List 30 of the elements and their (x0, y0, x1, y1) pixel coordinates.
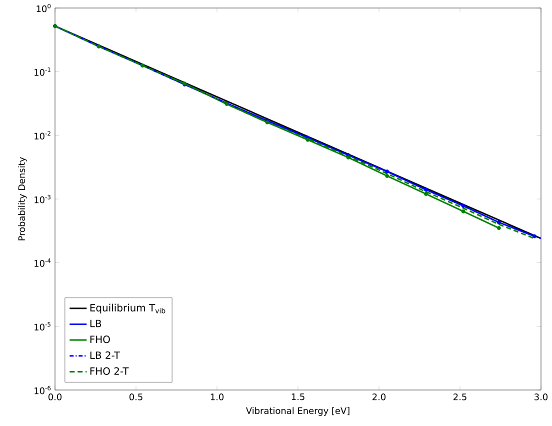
legend-label: FHO 2-T (90, 367, 129, 375)
legend-label: LB 2-T (90, 351, 120, 359)
x-tick-label: 2.0 (372, 394, 386, 400)
y-tick-label: 10$^{-6}$ (34, 386, 51, 394)
point (496, 220, 501, 224)
point (461, 204, 466, 208)
y-tick-label: 10$^{-1}$ (34, 68, 50, 76)
point (424, 192, 428, 196)
y-tick-label: 10$^{-5}$ (34, 322, 50, 330)
y-axis-title: Probability Density (18, 157, 27, 240)
y-tick-label: 10$^{-4}$ (34, 258, 51, 267)
point (461, 209, 466, 214)
x-tick-label: 0.0 (48, 394, 62, 400)
y-tick-label: 10$^{-2}$ (34, 131, 50, 140)
x-tick-label: 0.5 (129, 394, 142, 400)
point (385, 170, 390, 174)
point (532, 234, 537, 238)
point (424, 188, 428, 192)
x-tick-label: 1.5 (292, 394, 304, 400)
legend-label: Equilibrium T$_{vib}$ (90, 304, 166, 314)
x-tick-label: 2.5 (454, 394, 466, 400)
y-tick-label: 10$^{-3}$ (34, 194, 51, 204)
legend-label: LB (90, 320, 102, 328)
y-tick-label: 10$^{0}$ (36, 4, 51, 12)
x-tick-label: 1.0 (210, 394, 224, 400)
x-tick-label: 3.0 (534, 394, 548, 400)
point (385, 174, 390, 178)
point (496, 226, 501, 230)
legend-label: FHO (90, 336, 110, 344)
x-axis-title: Vibrational Energy [eV] (246, 407, 350, 416)
